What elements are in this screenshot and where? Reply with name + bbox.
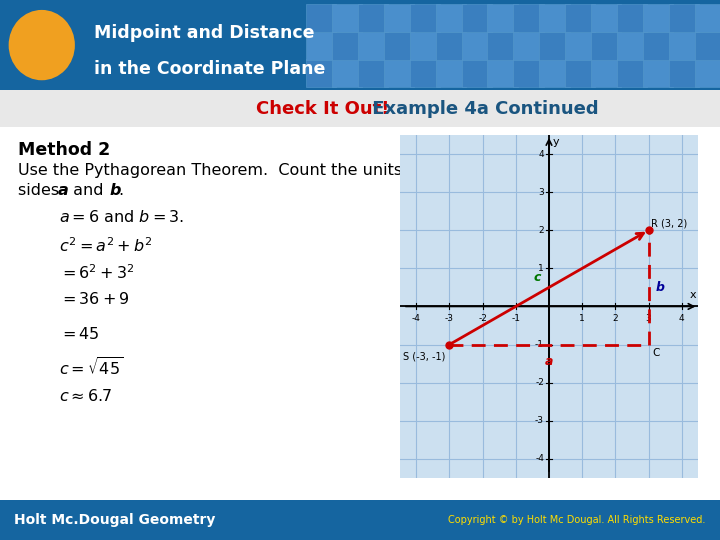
FancyBboxPatch shape bbox=[591, 32, 621, 59]
FancyBboxPatch shape bbox=[513, 59, 544, 87]
FancyBboxPatch shape bbox=[358, 59, 388, 87]
FancyBboxPatch shape bbox=[306, 59, 336, 87]
FancyBboxPatch shape bbox=[539, 59, 570, 87]
Text: b: b bbox=[656, 281, 665, 294]
Text: 4: 4 bbox=[539, 150, 544, 159]
FancyBboxPatch shape bbox=[332, 4, 362, 32]
Text: Check It Out!: Check It Out! bbox=[256, 99, 389, 118]
FancyBboxPatch shape bbox=[513, 4, 544, 32]
Text: .: . bbox=[119, 183, 124, 198]
FancyBboxPatch shape bbox=[462, 59, 492, 87]
Text: $c^2 = a^2 + b^2$: $c^2 = a^2 + b^2$ bbox=[59, 236, 153, 255]
Text: S (-3, -1): S (-3, -1) bbox=[403, 352, 446, 361]
FancyBboxPatch shape bbox=[565, 32, 595, 59]
FancyBboxPatch shape bbox=[487, 4, 518, 32]
FancyBboxPatch shape bbox=[384, 59, 414, 87]
Text: 3: 3 bbox=[646, 314, 652, 323]
Ellipse shape bbox=[9, 10, 75, 80]
Text: 1: 1 bbox=[580, 314, 585, 323]
Text: c: c bbox=[534, 272, 541, 285]
Text: and: and bbox=[68, 183, 108, 198]
Text: 4: 4 bbox=[679, 314, 685, 323]
FancyBboxPatch shape bbox=[695, 59, 720, 87]
FancyBboxPatch shape bbox=[539, 32, 570, 59]
Text: $= 36 + 9$: $= 36 + 9$ bbox=[59, 291, 130, 307]
Text: Example 4a Continued: Example 4a Continued bbox=[366, 99, 598, 118]
FancyBboxPatch shape bbox=[306, 4, 336, 32]
FancyBboxPatch shape bbox=[358, 32, 388, 59]
Text: C: C bbox=[652, 348, 660, 359]
Text: Use the Pythagorean Theorem.  Count the units for: Use the Pythagorean Theorem. Count the u… bbox=[18, 163, 430, 178]
FancyBboxPatch shape bbox=[565, 4, 595, 32]
FancyBboxPatch shape bbox=[436, 32, 466, 59]
Text: x: x bbox=[690, 289, 697, 300]
Text: Copyright © by Holt Mc Dougal. All Rights Reserved.: Copyright © by Holt Mc Dougal. All Right… bbox=[449, 515, 706, 525]
Text: $= 6^2 + 3^2$: $= 6^2 + 3^2$ bbox=[59, 264, 135, 282]
FancyBboxPatch shape bbox=[436, 59, 466, 87]
FancyBboxPatch shape bbox=[565, 59, 595, 87]
Text: in the Coordinate Plane: in the Coordinate Plane bbox=[94, 60, 325, 78]
FancyBboxPatch shape bbox=[617, 4, 647, 32]
FancyBboxPatch shape bbox=[410, 4, 440, 32]
Text: b: b bbox=[110, 183, 122, 198]
Text: sides: sides bbox=[18, 183, 64, 198]
FancyBboxPatch shape bbox=[487, 32, 518, 59]
FancyBboxPatch shape bbox=[332, 59, 362, 87]
FancyBboxPatch shape bbox=[695, 32, 720, 59]
FancyBboxPatch shape bbox=[462, 4, 492, 32]
FancyBboxPatch shape bbox=[669, 59, 699, 87]
FancyBboxPatch shape bbox=[436, 4, 466, 32]
Text: -3: -3 bbox=[445, 314, 454, 323]
Text: y: y bbox=[553, 137, 559, 147]
FancyBboxPatch shape bbox=[332, 32, 362, 59]
FancyBboxPatch shape bbox=[669, 4, 699, 32]
Text: 3: 3 bbox=[539, 188, 544, 197]
Text: a: a bbox=[545, 355, 553, 368]
Text: $= 45$: $= 45$ bbox=[59, 326, 100, 342]
Text: 2: 2 bbox=[613, 314, 618, 323]
Text: 2: 2 bbox=[539, 226, 544, 235]
FancyBboxPatch shape bbox=[669, 32, 699, 59]
Text: -2: -2 bbox=[478, 314, 487, 323]
Text: -2: -2 bbox=[535, 378, 544, 387]
FancyBboxPatch shape bbox=[643, 32, 673, 59]
FancyBboxPatch shape bbox=[513, 32, 544, 59]
FancyBboxPatch shape bbox=[358, 4, 388, 32]
Text: -1: -1 bbox=[535, 340, 544, 349]
FancyBboxPatch shape bbox=[643, 4, 673, 32]
Text: $c = \sqrt{45}$: $c = \sqrt{45}$ bbox=[59, 357, 124, 379]
Text: 1: 1 bbox=[539, 264, 544, 273]
FancyBboxPatch shape bbox=[384, 32, 414, 59]
FancyBboxPatch shape bbox=[462, 32, 492, 59]
FancyBboxPatch shape bbox=[617, 32, 647, 59]
Text: a: a bbox=[58, 183, 68, 198]
Text: Holt Mc.Dougal Geometry: Holt Mc.Dougal Geometry bbox=[14, 513, 216, 526]
Text: -1: -1 bbox=[511, 314, 521, 323]
Text: $a = 6$ and $b = 3.$: $a = 6$ and $b = 3.$ bbox=[59, 208, 184, 225]
FancyBboxPatch shape bbox=[643, 59, 673, 87]
FancyBboxPatch shape bbox=[539, 4, 570, 32]
FancyBboxPatch shape bbox=[410, 32, 440, 59]
FancyBboxPatch shape bbox=[617, 59, 647, 87]
Text: R (3, 2): R (3, 2) bbox=[652, 218, 688, 228]
FancyBboxPatch shape bbox=[384, 4, 414, 32]
FancyBboxPatch shape bbox=[410, 59, 440, 87]
Text: -3: -3 bbox=[535, 416, 544, 426]
Text: -4: -4 bbox=[412, 314, 420, 323]
Text: -4: -4 bbox=[535, 454, 544, 463]
FancyBboxPatch shape bbox=[487, 59, 518, 87]
Text: Midpoint and Distance: Midpoint and Distance bbox=[94, 24, 314, 42]
Text: Method 2: Method 2 bbox=[18, 140, 110, 159]
FancyBboxPatch shape bbox=[591, 4, 621, 32]
FancyBboxPatch shape bbox=[695, 4, 720, 32]
FancyBboxPatch shape bbox=[306, 32, 336, 59]
FancyBboxPatch shape bbox=[591, 59, 621, 87]
Text: $c \approx 6.7$: $c \approx 6.7$ bbox=[59, 388, 112, 404]
